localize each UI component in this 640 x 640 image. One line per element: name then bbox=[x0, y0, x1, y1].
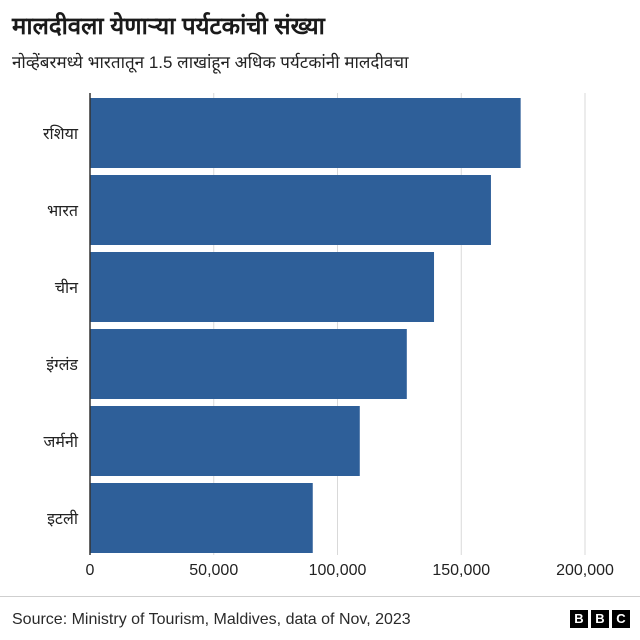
bar-india bbox=[90, 175, 491, 245]
chart-subtitle: नोव्हेंबरमध्ये भारतातून 1.5 लाखांहून अधि… bbox=[12, 53, 409, 72]
x-tick-label: 200,000 bbox=[556, 562, 614, 579]
footer-divider bbox=[0, 596, 640, 597]
bar-china bbox=[90, 252, 435, 322]
bbc-logo: B B C bbox=[570, 610, 630, 628]
x-tick-label: 0 bbox=[86, 562, 95, 579]
x-tick-label: 100,000 bbox=[309, 562, 367, 579]
bbc-logo-block: C bbox=[612, 610, 630, 628]
source-note: Source: Ministry of Tourism, Maldives, d… bbox=[12, 611, 411, 628]
bar-italy bbox=[90, 483, 313, 553]
bar-england bbox=[90, 329, 407, 399]
chart-title: मालदीवला येणाऱ्या पर्यटकांची संख्या bbox=[12, 13, 325, 40]
category-label-russia: रशिया bbox=[43, 124, 79, 143]
gridlines bbox=[213, 93, 586, 555]
bars bbox=[90, 98, 521, 553]
x-tick-label: 50,000 bbox=[189, 562, 238, 579]
category-label-china: चीन bbox=[55, 278, 79, 297]
category-label-germany: जर्मनी bbox=[44, 432, 79, 451]
x-tick-label: 150,000 bbox=[432, 562, 490, 579]
bar-russia bbox=[90, 98, 521, 168]
x-axis: 0 50,000 100,000 150,000 200,000 bbox=[86, 93, 614, 579]
category-label-india: भारत bbox=[47, 203, 79, 220]
category-label-italy: इटली bbox=[47, 509, 79, 528]
bbc-logo-block: B bbox=[570, 610, 588, 628]
category-labels: रशिया भारत चीन इंग्लंड जर्मनी इटली bbox=[43, 124, 79, 528]
bar-chart: 0 50,000 100,000 150,000 200,000 रशिया भारत ची… bbox=[43, 93, 614, 579]
bbc-logo-block: B bbox=[591, 610, 609, 628]
bar-germany bbox=[90, 406, 360, 476]
category-label-england: इंग्लंड bbox=[46, 356, 78, 374]
